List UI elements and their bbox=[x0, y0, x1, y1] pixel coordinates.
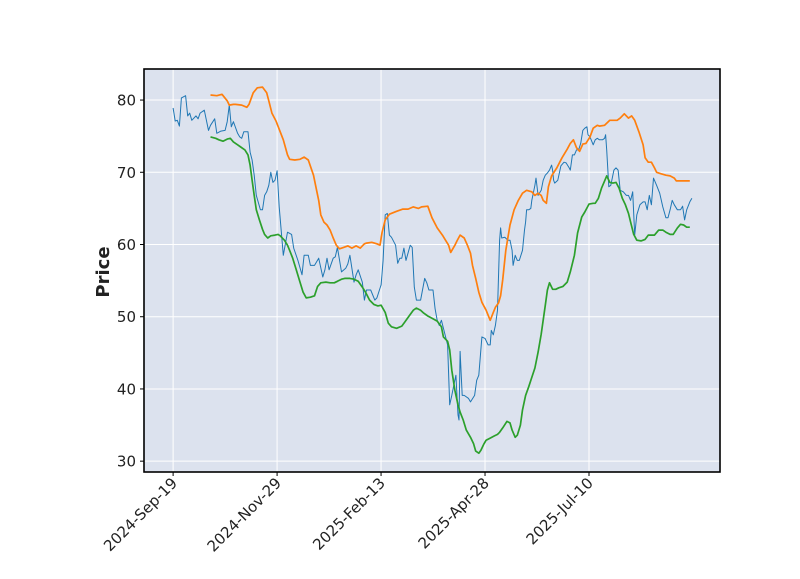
y-tick-label: 70 bbox=[117, 164, 136, 182]
x-axis: 2024-Sep-19 2024-Nov-29 2025-Feb-13 2025-Ap… bbox=[100, 472, 597, 555]
x-tick-label: 2025-Apr-28 bbox=[415, 474, 493, 552]
axes-frame bbox=[143, 68, 721, 473]
series-lines bbox=[172, 86, 693, 455]
y-tick-label: 30 bbox=[117, 453, 136, 471]
series-line-upper bbox=[210, 86, 690, 322]
series-line-close bbox=[172, 95, 693, 421]
y-tick-label: 50 bbox=[117, 308, 136, 326]
y-tick-label: 60 bbox=[117, 236, 136, 254]
x-tick-label: 2024-Nov-29 bbox=[204, 474, 285, 555]
y-tick-label: 80 bbox=[117, 92, 136, 110]
x-tick-label: 2024-Sep-19 bbox=[100, 474, 181, 555]
y-axis-label: Price bbox=[93, 246, 114, 297]
x-tick-label: 2025-Jul-10 bbox=[523, 474, 597, 548]
y-tick-label: 40 bbox=[117, 380, 136, 398]
y-axis: 30 40 50 60 70 80 bbox=[117, 92, 144, 471]
plot-area bbox=[144, 69, 720, 472]
x-tick-label: 2025-Feb-13 bbox=[309, 474, 389, 554]
series-line-lower bbox=[210, 136, 690, 455]
